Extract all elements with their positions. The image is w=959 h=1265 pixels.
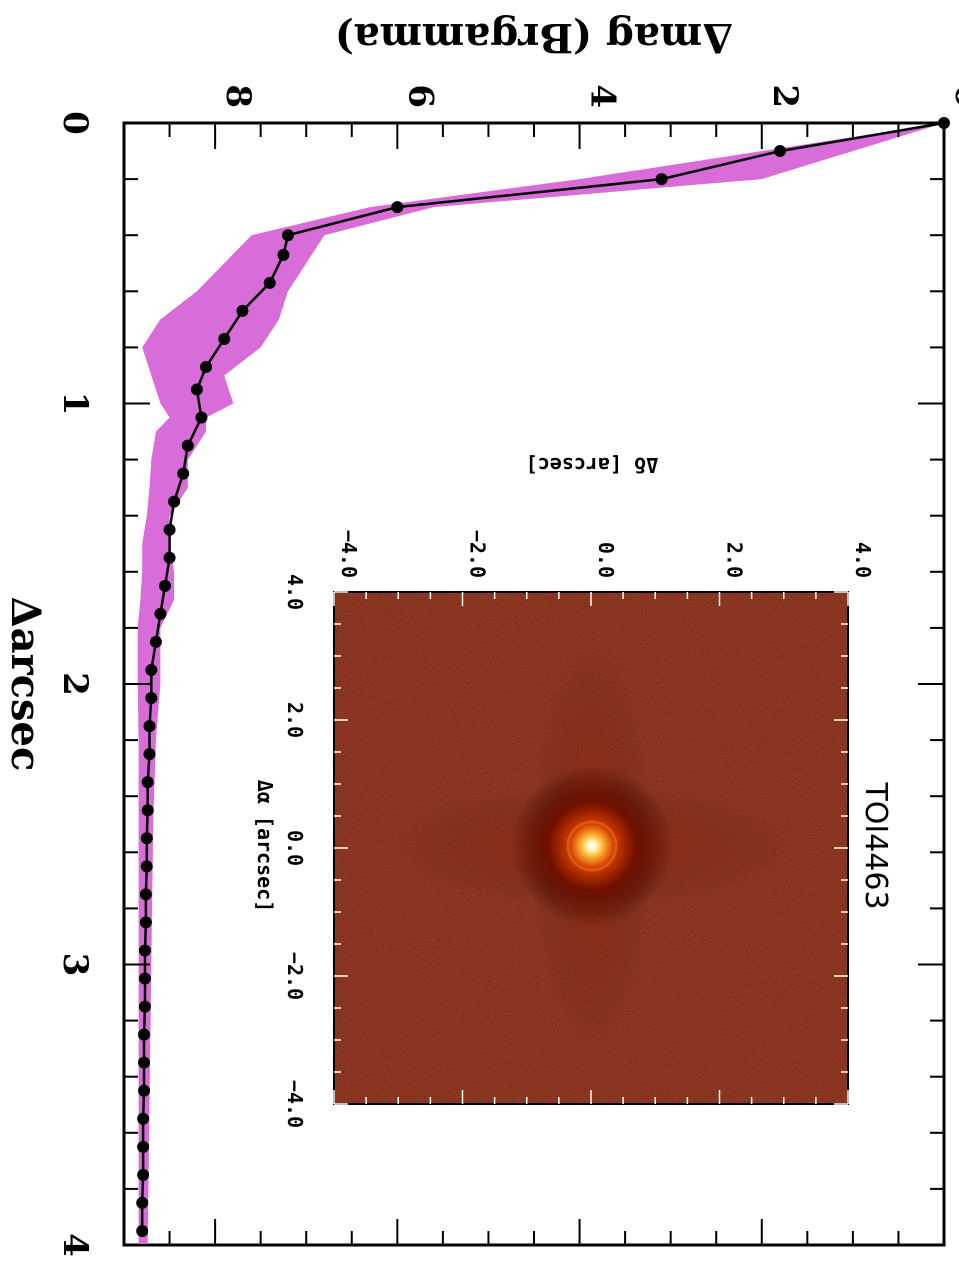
data-point [138, 1028, 151, 1041]
data-point [136, 1224, 149, 1237]
data-point [159, 579, 171, 592]
data-point [154, 607, 167, 620]
y-tick-label: 2 [765, 84, 805, 108]
inset-airy-ring [566, 820, 618, 872]
data-point [139, 916, 152, 929]
contrast-points [136, 117, 950, 1237]
data-point [655, 173, 668, 186]
inset-x-tick-label: −2.0 [283, 952, 307, 1000]
data-point [143, 720, 156, 733]
data-point [139, 888, 152, 901]
inset-y-axis-title: Δδ [arcsec] [526, 453, 658, 477]
data-point [168, 495, 181, 508]
data-point [138, 1084, 151, 1097]
data-point [137, 1140, 150, 1153]
axis-ticks [123, 122, 945, 1246]
inset-image-panel: 4.0 2.0 0.0 −2.0 −4.0 −4.0 −2.0 0.0 2.0 4.0 TOI4… [253, 453, 893, 1128]
inset-x-tick-label: −4.0 [283, 1080, 307, 1128]
x-tick-label: 3 [55, 953, 95, 977]
data-point [137, 1112, 150, 1125]
data-point [190, 383, 203, 396]
data-point [391, 201, 404, 214]
inset-x-tick-labels: 4.0 2.0 0.0 −2.0 −4.0 [283, 574, 307, 1128]
data-point [181, 439, 194, 452]
data-point [145, 663, 158, 676]
data-point [774, 145, 786, 158]
data-point [218, 332, 231, 345]
inset-x-tick-label: 4.0 [283, 574, 307, 610]
data-point [195, 411, 208, 424]
data-point [140, 832, 153, 845]
data-point [138, 1000, 151, 1013]
y-tick-label: 6 [400, 84, 440, 108]
data-point [143, 748, 156, 761]
data-point [177, 467, 190, 480]
data-point [236, 304, 249, 317]
data-point [145, 692, 158, 705]
inset-y-tick-label: 4.0 [851, 542, 875, 578]
data-point [141, 776, 154, 789]
inset-x-tick-label: 2.0 [283, 702, 307, 738]
x-tick-label: 2 [55, 672, 95, 696]
x-axis-title: Δarcsec [2, 597, 49, 772]
inset-star-psf [512, 766, 672, 926]
data-point [137, 1168, 150, 1181]
x-tick-label: 0 [55, 111, 95, 135]
inset-x-axis-title: Δα [arcsec] [253, 780, 277, 912]
x-tick-label: 4 [55, 1233, 95, 1257]
inset-y-tick-label: −4.0 [337, 530, 361, 578]
inset-y-tick-label: 0.0 [594, 542, 618, 578]
data-point [163, 551, 176, 564]
data-point [263, 276, 276, 289]
data-point [282, 229, 294, 242]
inset-x-tick-label: 0.0 [283, 830, 307, 866]
y-tick-labels: 0 2 4 6 8 [218, 84, 959, 108]
data-point [163, 523, 176, 536]
data-point [138, 1056, 151, 1069]
data-point [200, 361, 212, 374]
data-point [138, 944, 151, 957]
data-point [138, 972, 151, 985]
inset-y-tick-label: 2.0 [723, 542, 747, 578]
x-tick-labels: 0 1 2 3 4 [55, 111, 95, 1257]
y-tick-label: 4 [583, 84, 623, 108]
data-point [277, 248, 290, 261]
x-tick-label: 1 [55, 392, 95, 416]
data-point [149, 635, 162, 648]
y-tick-label: 8 [218, 84, 258, 108]
y-axis-title: Δmag (Brgamma) [335, 14, 733, 61]
data-point [136, 1196, 149, 1209]
y-tick-label: 0 [947, 84, 959, 108]
data-point [140, 860, 153, 873]
inset-y-tick-label: −2.0 [466, 530, 490, 578]
inset-ticks [333, 591, 849, 1105]
data-point [141, 804, 154, 817]
inset-y-tick-labels: −4.0 −2.0 0.0 2.0 4.0 [337, 530, 875, 578]
inset-title: TOI4463 [858, 781, 893, 909]
